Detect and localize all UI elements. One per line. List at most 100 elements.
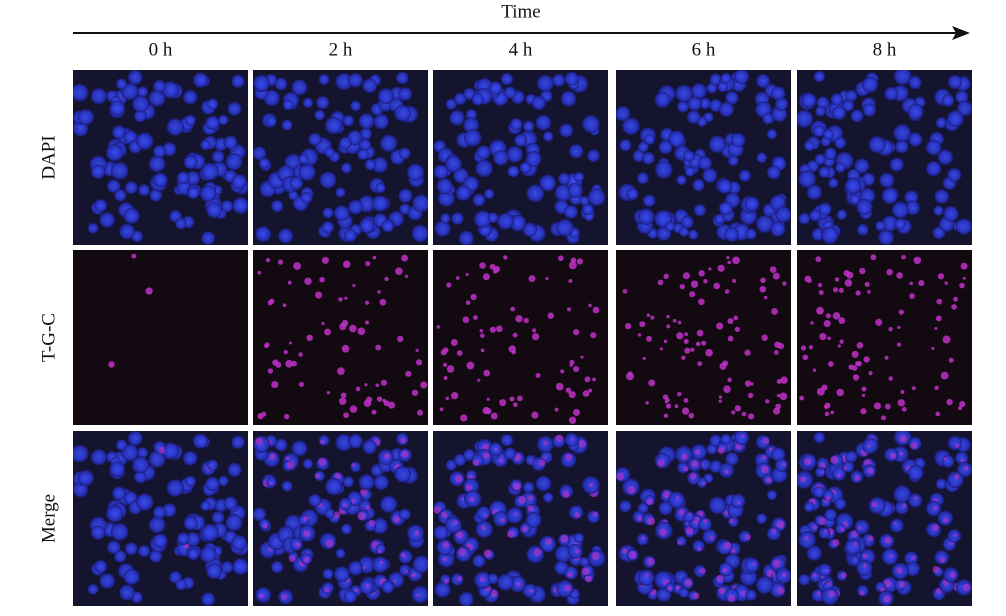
stain bbox=[472, 459, 479, 466]
stain bbox=[621, 548, 628, 554]
nucleus bbox=[658, 501, 673, 516]
nucleus bbox=[322, 568, 334, 580]
nucleus bbox=[109, 100, 125, 116]
stain bbox=[744, 534, 751, 541]
stain bbox=[483, 549, 492, 558]
stain bbox=[748, 413, 755, 420]
nucleus bbox=[522, 583, 537, 598]
stain bbox=[942, 517, 949, 524]
nucleus bbox=[822, 129, 834, 141]
stain bbox=[483, 452, 490, 459]
nucleus bbox=[619, 500, 632, 513]
stain bbox=[646, 313, 651, 317]
stain bbox=[364, 383, 368, 387]
nucleus bbox=[335, 433, 353, 452]
stain bbox=[852, 374, 860, 381]
stain bbox=[384, 453, 391, 460]
stain bbox=[677, 391, 682, 397]
nucleus bbox=[664, 221, 675, 232]
stain bbox=[565, 387, 572, 393]
nucleus bbox=[775, 206, 791, 223]
nucleus bbox=[463, 129, 482, 147]
nucleus bbox=[803, 501, 815, 513]
nucleus bbox=[454, 92, 467, 106]
stain bbox=[717, 446, 725, 455]
stain bbox=[280, 593, 287, 600]
nucleus bbox=[925, 500, 942, 517]
stain bbox=[343, 412, 349, 419]
nucleus bbox=[536, 74, 554, 92]
stain bbox=[267, 368, 274, 374]
stain bbox=[830, 410, 834, 415]
nucleus bbox=[127, 431, 143, 446]
nucleus bbox=[436, 178, 453, 195]
stain bbox=[816, 591, 821, 596]
nucleus bbox=[622, 117, 640, 135]
nucleus bbox=[816, 96, 830, 110]
nucleus bbox=[271, 560, 284, 574]
nucleus bbox=[506, 506, 524, 524]
nucleus bbox=[358, 113, 375, 130]
nucleus bbox=[725, 452, 739, 466]
stain bbox=[871, 501, 878, 508]
stain bbox=[883, 595, 891, 603]
nucleus bbox=[472, 193, 486, 207]
stain bbox=[863, 563, 868, 568]
nucleus bbox=[225, 514, 243, 532]
nucleus bbox=[114, 189, 127, 202]
nucleus bbox=[582, 115, 600, 133]
nucleus bbox=[132, 456, 150, 474]
stain bbox=[893, 521, 897, 525]
stain bbox=[676, 495, 680, 500]
stain bbox=[108, 361, 115, 368]
stain bbox=[848, 364, 854, 370]
nucleus bbox=[115, 439, 128, 451]
stain bbox=[380, 379, 388, 386]
stain bbox=[500, 518, 506, 523]
nucleus bbox=[815, 466, 826, 478]
nucleus bbox=[175, 217, 187, 230]
nucleus bbox=[925, 160, 942, 177]
nucleus bbox=[775, 458, 789, 472]
stain bbox=[940, 371, 949, 380]
stain bbox=[880, 587, 886, 592]
stain bbox=[555, 434, 564, 443]
stain bbox=[657, 459, 665, 467]
stain bbox=[863, 356, 870, 363]
stain bbox=[581, 567, 590, 576]
nucleus bbox=[708, 496, 727, 515]
nucleus bbox=[187, 186, 200, 200]
stain bbox=[731, 410, 736, 415]
stain bbox=[867, 535, 874, 542]
cells bbox=[73, 431, 248, 606]
stain bbox=[781, 572, 787, 578]
stain bbox=[824, 404, 829, 410]
nucleus bbox=[684, 166, 695, 177]
nucleus bbox=[434, 220, 451, 237]
nucleus bbox=[908, 493, 923, 508]
stain bbox=[812, 525, 817, 530]
nucleus bbox=[271, 199, 284, 213]
stain bbox=[616, 472, 625, 481]
nucleus bbox=[302, 458, 314, 469]
nucleus bbox=[509, 214, 527, 232]
nucleus bbox=[371, 195, 389, 212]
stain bbox=[853, 542, 858, 547]
nucleus bbox=[687, 96, 702, 111]
stain bbox=[518, 495, 527, 504]
nucleus bbox=[766, 128, 778, 140]
stain bbox=[528, 275, 536, 283]
stain bbox=[529, 589, 534, 593]
stain bbox=[699, 567, 706, 574]
nucleus bbox=[90, 88, 107, 105]
nucleus bbox=[211, 511, 225, 524]
stain bbox=[709, 535, 714, 541]
nucleus bbox=[182, 89, 198, 105]
nucleus bbox=[232, 558, 248, 575]
nucleus bbox=[654, 160, 673, 179]
row-label: Merge bbox=[38, 494, 59, 543]
stain bbox=[355, 386, 361, 392]
nucleus bbox=[412, 194, 428, 213]
nucleus bbox=[445, 516, 462, 534]
stain bbox=[517, 395, 523, 402]
